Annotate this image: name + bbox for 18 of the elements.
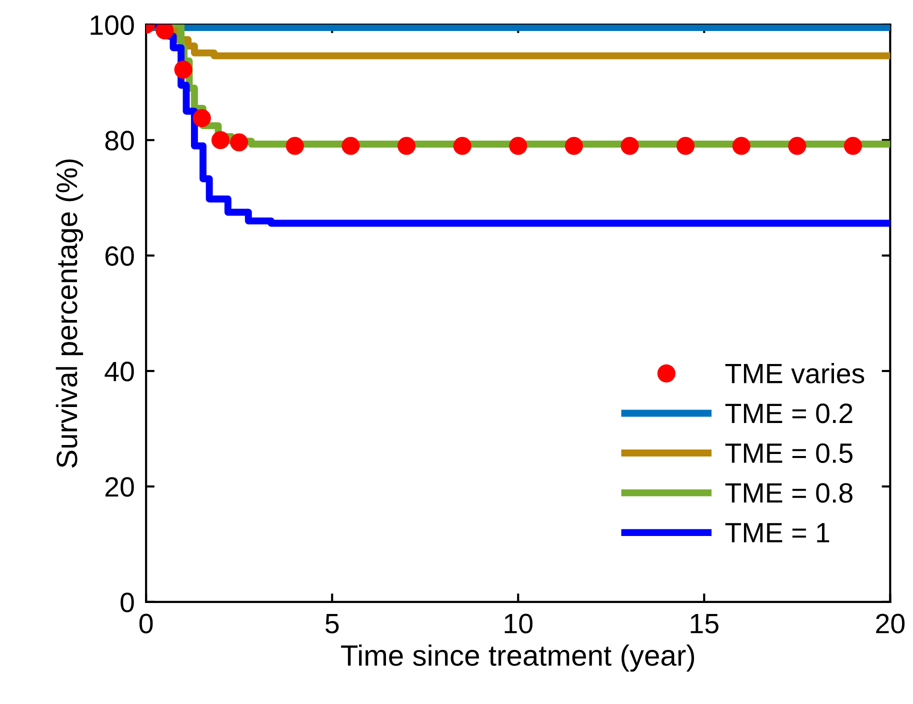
legend-label: TME = 1 xyxy=(725,523,830,542)
x-tick-label: 15 xyxy=(690,614,718,634)
y-tick-label: 100 xyxy=(90,15,134,35)
y-tick-label: 40 xyxy=(104,362,134,382)
y-tick-label: 80 xyxy=(105,130,134,150)
x-tick-label: 0 xyxy=(139,614,153,634)
legend-label: TME = 0.8 xyxy=(725,483,852,503)
y-tick-label: 20 xyxy=(105,477,134,497)
legend-label: TME = 0.2 xyxy=(725,404,852,424)
x-tick-label: 10 xyxy=(504,614,532,634)
y-axis-title: Survival percentage (%) xyxy=(56,159,84,468)
legend-label: TME varies xyxy=(725,363,864,384)
x-tick-label: 5 xyxy=(325,614,339,634)
y-tick-label: 60 xyxy=(105,246,134,266)
legend-label: TME = 0.5 xyxy=(725,443,852,463)
x-tick-label: 20 xyxy=(876,614,905,634)
x-axis-title: Time since treatment (year) xyxy=(341,644,694,672)
y-tick-label: 0 xyxy=(120,592,134,612)
